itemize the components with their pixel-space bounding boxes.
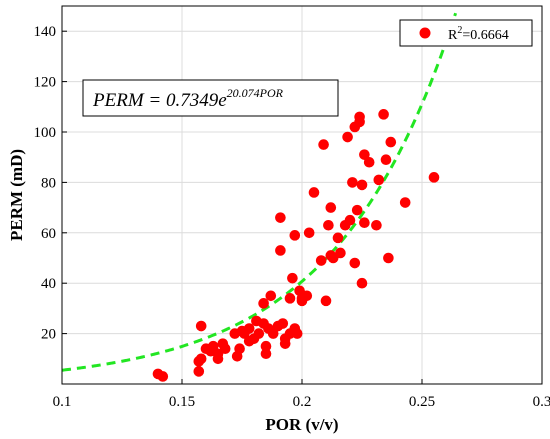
equation-lhs: PERM = 0.7349e xyxy=(92,90,227,111)
data-point xyxy=(323,219,334,231)
data-point xyxy=(234,343,245,355)
data-point xyxy=(320,295,332,307)
data-point xyxy=(275,245,286,256)
data-point xyxy=(219,343,231,355)
y-tick-label: 20 xyxy=(41,327,56,343)
equation-annotation: PERM = 0.7349e20.074POR xyxy=(82,79,339,117)
legend-label-rest: =0.6664 xyxy=(462,28,508,43)
legend-label-sup: 2 xyxy=(457,25,462,36)
y-tick-label: 140 xyxy=(34,24,57,40)
data-point xyxy=(277,318,289,329)
equation-exponent: 20.074POR xyxy=(227,86,284,100)
y-tick-label: 60 xyxy=(41,226,56,242)
data-point xyxy=(157,371,169,382)
data-points xyxy=(152,109,440,382)
data-point xyxy=(378,109,389,120)
x-tick-label: 0.25 xyxy=(409,394,435,410)
y-tick-label: 100 xyxy=(34,125,57,141)
data-point xyxy=(399,197,411,208)
fit-curve xyxy=(61,12,458,372)
data-point xyxy=(284,293,296,304)
x-tick-label: 0.2 xyxy=(293,394,312,410)
data-point xyxy=(349,257,361,269)
data-point xyxy=(359,149,370,160)
data-point xyxy=(315,255,327,266)
data-point xyxy=(385,136,397,148)
x-tick-label: 0.3 xyxy=(533,394,550,410)
data-point xyxy=(287,272,298,284)
y-tick-label: 80 xyxy=(41,175,56,191)
data-point xyxy=(308,187,320,198)
data-point xyxy=(265,290,277,302)
y-axis-ticks: 20 40 60 80 100 120 140 xyxy=(34,24,67,343)
data-point xyxy=(260,340,272,352)
x-tick-label: 0.1 xyxy=(53,394,72,410)
data-point xyxy=(243,323,255,334)
data-point xyxy=(354,116,365,128)
data-point xyxy=(253,328,265,339)
data-point xyxy=(356,179,368,191)
equation-box xyxy=(82,79,339,117)
x-axis-label: POR (v/v) xyxy=(265,415,338,434)
data-point xyxy=(207,340,219,352)
data-point xyxy=(301,290,313,302)
data-point xyxy=(332,232,344,244)
equation-text: PERM = 0.7349e20.074POR xyxy=(92,86,284,111)
data-point xyxy=(344,214,356,226)
data-point xyxy=(303,227,315,239)
data-point xyxy=(373,174,385,186)
data-point xyxy=(347,177,358,188)
data-point xyxy=(195,320,207,332)
data-point xyxy=(318,139,329,150)
data-point xyxy=(383,252,394,264)
data-point xyxy=(342,131,353,143)
data-point xyxy=(380,154,392,166)
x-axis-ticks: 0.1 0.15 0.2 0.25 0.3 xyxy=(53,379,550,410)
data-point xyxy=(289,230,301,241)
legend-marker xyxy=(419,27,431,39)
data-point xyxy=(291,328,303,339)
data-point xyxy=(275,212,286,223)
legend-label: R2=0.6664 xyxy=(448,25,509,43)
y-tick-label: 40 xyxy=(41,276,56,292)
y-tick-label: 120 xyxy=(34,75,57,91)
legend: R2=0.6664 xyxy=(399,19,533,47)
data-point xyxy=(359,217,370,229)
data-point xyxy=(371,219,382,231)
data-point xyxy=(195,353,207,365)
legend-label-base: R xyxy=(448,28,458,43)
data-point xyxy=(428,172,440,183)
data-point xyxy=(351,204,363,216)
y-axis-label: PERM (mD) xyxy=(7,149,26,241)
data-point xyxy=(335,247,346,259)
data-point xyxy=(267,328,279,339)
x-tick-label: 0.15 xyxy=(169,394,195,410)
data-point xyxy=(258,298,269,309)
data-point xyxy=(193,366,205,377)
fit-curve-group xyxy=(61,12,458,372)
data-point xyxy=(260,348,272,360)
data-point xyxy=(356,277,368,289)
data-point xyxy=(325,202,337,213)
data-point xyxy=(363,156,375,168)
